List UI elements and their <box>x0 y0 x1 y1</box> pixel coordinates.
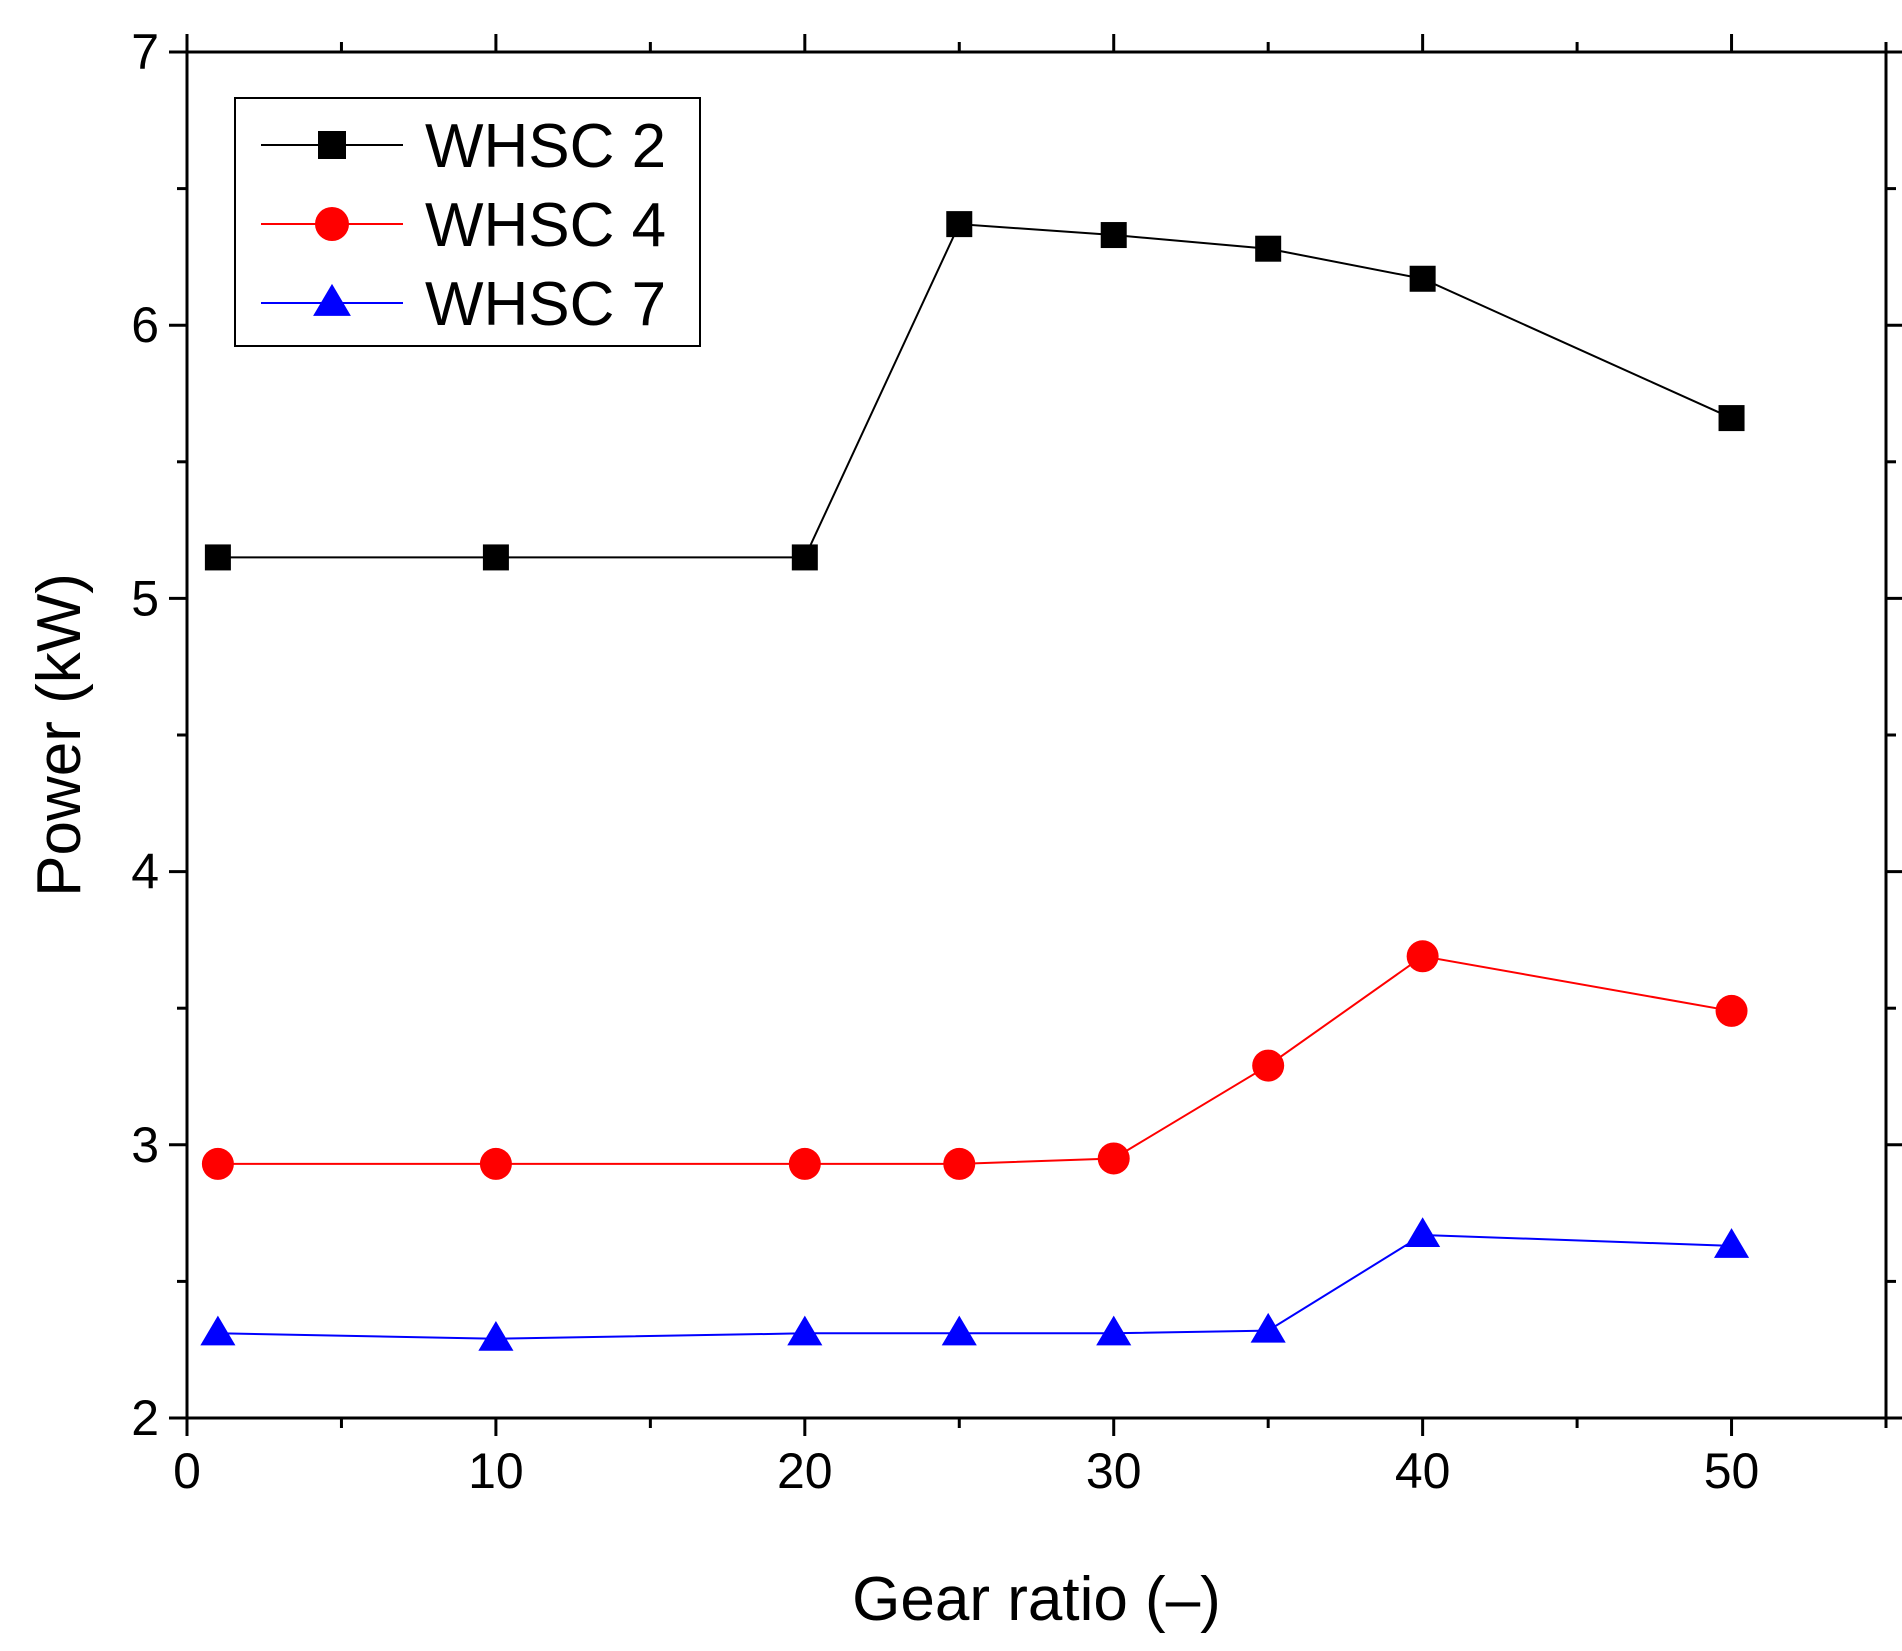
legend-marker <box>315 207 349 241</box>
x-axis-title: Gear ratio (–) <box>852 1565 1221 1634</box>
data-point <box>1097 1142 1130 1175</box>
data-point <box>1406 940 1439 973</box>
y-tick-label: 5 <box>131 570 159 626</box>
data-point <box>1718 405 1745 432</box>
x-tick-label: 20 <box>777 1443 833 1499</box>
data-point <box>787 1315 823 1346</box>
legend: WHSC 2 WHSC 4 WHSC 7 <box>234 97 701 347</box>
data-point <box>1713 1228 1750 1258</box>
series-line <box>217 1233 1732 1340</box>
series-whsc-2 <box>204 211 1745 571</box>
data-point <box>200 1315 236 1346</box>
x-tick-label: 40 <box>1395 1443 1451 1499</box>
legend-item: WHSC 7 <box>261 270 666 339</box>
series-whsc-7 <box>200 1217 1750 1351</box>
x-tick-label: 30 <box>1086 1443 1142 1499</box>
y-tick-label: 2 <box>131 1390 159 1446</box>
data-point <box>1409 265 1436 292</box>
legend-marker <box>313 283 351 316</box>
data-point <box>482 544 509 571</box>
series-line <box>217 955 1732 1165</box>
y-axis-title: Power (kW) <box>25 573 94 897</box>
series-layer <box>200 211 1750 1351</box>
y-tick-label: 7 <box>131 24 159 80</box>
data-point <box>1096 1315 1132 1346</box>
data-point <box>1255 235 1282 262</box>
legend-label: WHSC 7 <box>425 270 666 339</box>
data-point <box>479 1147 512 1180</box>
legend-label: WHSC 4 <box>425 191 666 260</box>
data-point <box>204 544 231 571</box>
series-line <box>217 223 1732 559</box>
data-point <box>201 1147 234 1180</box>
legend-item: WHSC 2 <box>261 112 666 181</box>
data-point <box>1100 222 1127 249</box>
legend-box <box>234 97 701 347</box>
data-point <box>788 1147 821 1180</box>
legend-item: WHSC 4 <box>261 191 666 260</box>
data-point <box>791 544 818 571</box>
data-point <box>1250 1312 1286 1343</box>
y-tick-label: 3 <box>131 1117 159 1173</box>
y-tick-label: 4 <box>131 844 159 900</box>
legend-label: WHSC 2 <box>425 112 666 181</box>
data-point <box>943 1147 976 1180</box>
data-point <box>946 211 973 238</box>
data-point <box>478 1321 514 1351</box>
x-tick-label: 0 <box>173 1443 201 1499</box>
legend-marker <box>318 131 346 159</box>
y-tick-label: 6 <box>131 297 159 353</box>
series-whsc-4 <box>201 940 1748 1180</box>
data-point <box>1715 994 1748 1027</box>
data-point <box>1252 1049 1285 1082</box>
x-tick-label: 50 <box>1704 1443 1760 1499</box>
data-point <box>941 1315 977 1346</box>
data-point <box>1405 1217 1441 1247</box>
axes-layer: 0 10 20 30 40 50 2 3 4 5 6 7 <box>131 24 1902 1499</box>
x-tick-label: 10 <box>468 1443 524 1499</box>
